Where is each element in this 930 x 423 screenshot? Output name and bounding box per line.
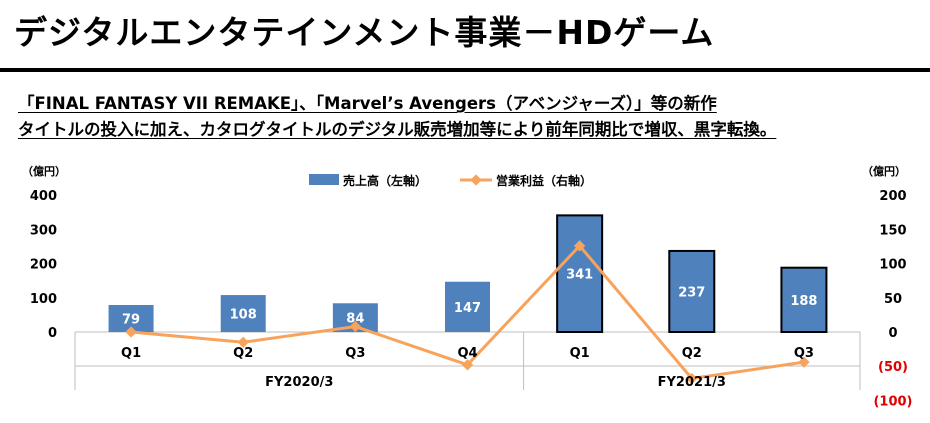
sales-value-label: 84 [346, 312, 364, 327]
left-tick-label: 200 [30, 258, 57, 273]
fiscal-year-label: FY2021/3 [658, 375, 726, 390]
sales-bar [556, 214, 604, 334]
category-label: Q2 [233, 346, 253, 361]
category-label: Q1 [121, 346, 141, 361]
profit-point [573, 240, 586, 252]
category-label: Q4 [457, 346, 477, 361]
title-divider [0, 68, 930, 72]
category-label: Q1 [570, 346, 590, 361]
sales-bar [668, 249, 716, 333]
right-tick-label: (100) [873, 394, 912, 409]
legend-bar-swatch [309, 174, 339, 185]
page-title: デジタルエンタテインメント事業－HDゲーム [14, 13, 715, 52]
right-tick-label: 100 [879, 258, 906, 273]
right-tick-label: (50) [878, 360, 908, 375]
right-tick-label: 50 [884, 292, 902, 307]
profit-point [349, 320, 362, 333]
profit-point [798, 356, 810, 368]
summary-line-1: 「FINAL FANTASY VII REMAKE」、「Marvel’s Ave… [18, 94, 717, 113]
category-label: Q3 [794, 346, 814, 361]
right-axis-unit: （億円） [862, 164, 906, 178]
right-tick-label: 150 [879, 223, 906, 238]
sales-bar [220, 295, 266, 332]
right-tick-label: 0 [888, 326, 897, 341]
right-tick-label: 200 [879, 189, 906, 204]
summary-line-2: タイトルの投入に加え、カタログタイトルのデジタル販売増加等により前年同期比で増収… [18, 120, 777, 139]
profit-point [686, 372, 698, 385]
profit-point [237, 336, 249, 348]
sales-bar [445, 281, 490, 332]
sales-value-label: 147 [454, 301, 481, 316]
sales-value-label: 237 [678, 285, 705, 300]
legend-bar-label: 売上高（左軸） [343, 173, 427, 188]
left-axis-unit: （億円） [22, 164, 66, 178]
left-tick-label: 300 [30, 223, 57, 238]
category-label: Q3 [345, 346, 365, 361]
profit-point [461, 359, 474, 371]
left-tick-label: 100 [30, 292, 57, 307]
legend-line-marker [470, 174, 482, 186]
left-tick-label: 400 [30, 189, 57, 204]
fiscal-year-label: FY2020/3 [265, 375, 333, 390]
sales-value-label: 341 [566, 268, 593, 283]
left-tick-label: 0 [48, 326, 57, 341]
sales-value-label: 188 [790, 294, 817, 309]
legend-line-label: 営業利益（右軸） [496, 173, 592, 188]
sales-value-label: 79 [122, 312, 140, 327]
category-label: Q2 [682, 346, 702, 361]
sales-bar [780, 266, 828, 334]
sales-value-label: 108 [230, 308, 257, 323]
